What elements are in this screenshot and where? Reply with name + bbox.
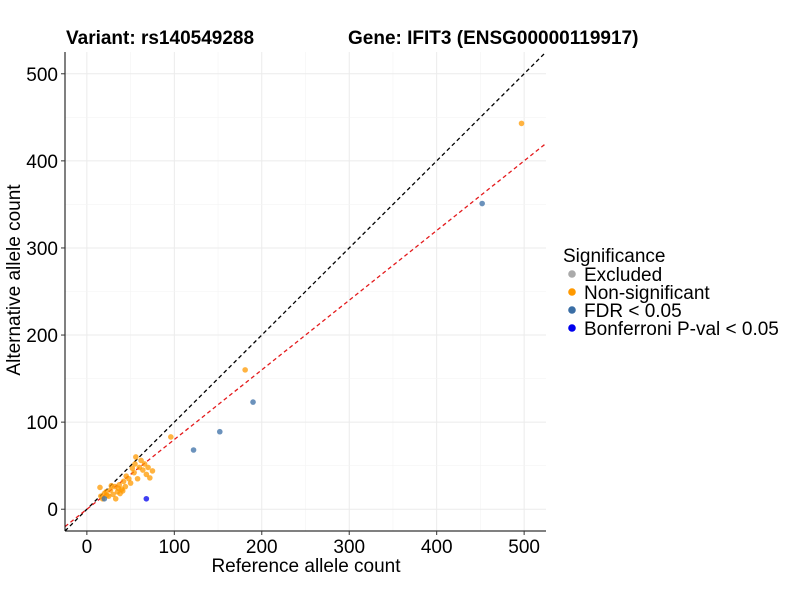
point-non-significant [112, 495, 119, 502]
point-fdr-0-05 [250, 399, 256, 405]
y-tick-label: 400 [26, 152, 58, 173]
point-non-significant [132, 461, 138, 467]
point-non-significant [110, 491, 116, 498]
x-tick-label: 200 [246, 537, 278, 558]
point-non-significant [145, 464, 151, 471]
data-points [97, 120, 525, 502]
legend-key [568, 270, 576, 278]
point-non-significant [168, 434, 174, 440]
point-non-significant [242, 367, 248, 373]
point-non-significant [140, 467, 146, 473]
point-non-significant [115, 485, 122, 492]
point-fdr-0-05 [190, 447, 197, 453]
point-non-significant [107, 487, 114, 493]
y-axis-title: Alternative allele count [4, 184, 25, 376]
point-non-significant [119, 488, 126, 494]
point-non-significant [131, 469, 137, 476]
legend-label: Excluded [584, 265, 662, 286]
y-tick-label: 0 [47, 500, 58, 521]
reference-lines [64, 51, 547, 532]
chart-title-gene: Gene: IFIT3 (ENSG00000119917) [348, 28, 638, 49]
axes [64, 52, 546, 532]
legend: Significance ExcludedNon-significantFDR … [563, 246, 779, 340]
point-bonferroni-p-val-0-05 [143, 495, 150, 502]
x-tick-label: 300 [333, 537, 365, 558]
legend-label: Bonferroni P-val < 0.05 [584, 319, 779, 340]
point-non-significant [143, 471, 150, 478]
x-tick-label: 400 [421, 537, 453, 558]
point-non-significant [120, 478, 127, 485]
point-non-significant [141, 461, 148, 467]
point-non-significant [518, 120, 525, 127]
chart-title-variant: Variant: rs140549288 [66, 28, 254, 49]
legend-label: FDR < 0.05 [584, 301, 682, 322]
x-tick-label: 0 [82, 537, 93, 558]
point-fdr-0-05 [479, 200, 485, 207]
legend-label: Non-significant [584, 283, 710, 304]
point-non-significant [133, 454, 139, 460]
x-tick-label: 500 [508, 537, 540, 558]
grid [65, 52, 546, 531]
line-fit [64, 142, 547, 528]
y-tick-label: 100 [26, 413, 58, 434]
point-non-significant [149, 468, 156, 474]
point-non-significant [97, 484, 103, 491]
y-tick-label: 300 [26, 239, 58, 260]
point-non-significant [134, 475, 141, 482]
tick-labels: 0 100 200 300 400 500 0 100 200 300 400 500 [26, 65, 540, 558]
line-identity [64, 51, 547, 532]
point-non-significant [129, 465, 136, 472]
point-non-significant [147, 475, 153, 481]
point-non-significant [127, 480, 134, 486]
legend-key [568, 306, 576, 314]
legend-key [568, 324, 576, 332]
y-tick-label: 200 [26, 326, 58, 347]
x-axis-title: Reference allele count [211, 556, 401, 577]
point-non-significant [138, 457, 144, 464]
point-non-significant [122, 483, 129, 490]
legend-key [568, 288, 576, 296]
x-tick-label: 100 [158, 537, 190, 558]
y-tick-label: 500 [26, 65, 58, 86]
legend-title: Significance [563, 246, 665, 267]
point-non-significant [126, 475, 132, 482]
point-fdr-0-05 [101, 495, 108, 502]
point-fdr-0-05 [216, 428, 223, 435]
